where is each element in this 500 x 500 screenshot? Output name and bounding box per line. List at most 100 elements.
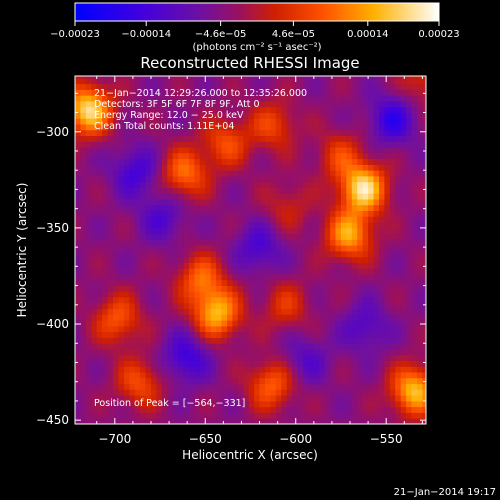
heatmap-cell xyxy=(313,233,320,240)
heatmap-cell xyxy=(123,343,130,350)
heatmap-cell xyxy=(259,181,266,188)
heatmap-cell xyxy=(389,210,396,217)
heatmap-cell xyxy=(297,354,304,361)
heatmap-cell xyxy=(161,124,168,131)
heatmap-cell xyxy=(194,343,201,350)
heatmap-cell xyxy=(341,170,347,177)
heatmap-cell xyxy=(319,383,326,390)
heatmap-cell xyxy=(335,256,342,263)
heatmap-cell xyxy=(156,233,163,240)
heatmap-cell xyxy=(96,268,103,275)
heatmap-cell xyxy=(319,199,326,206)
heatmap-cell xyxy=(313,95,320,102)
heatmap-cell xyxy=(335,245,342,252)
heatmap-cell xyxy=(227,233,233,240)
heatmap-cell xyxy=(123,412,130,419)
heatmap-cell xyxy=(167,320,174,327)
heatmap-cell xyxy=(183,256,190,263)
heatmap-cell xyxy=(85,83,92,90)
heatmap-cell xyxy=(140,251,146,258)
heatmap-cell xyxy=(91,147,98,154)
heatmap-cell xyxy=(368,377,374,385)
heatmap-cell xyxy=(210,118,217,125)
heatmap-cell xyxy=(237,251,244,258)
heatmap-cell xyxy=(324,210,331,217)
heatmap-cell xyxy=(123,129,130,136)
heatmap-cell xyxy=(216,395,222,402)
colorbar-tick-label: 4.6e−05 xyxy=(272,29,315,40)
heatmap-cell xyxy=(232,193,239,200)
heatmap-cell xyxy=(395,245,401,252)
heatmap-cell xyxy=(411,135,418,142)
heatmap-cell xyxy=(183,354,190,361)
heatmap-cell xyxy=(362,216,369,223)
heatmap-cell xyxy=(395,164,401,171)
heatmap-cell xyxy=(335,141,342,148)
heatmap-cell xyxy=(96,274,103,281)
heatmap-cell xyxy=(357,308,363,315)
heatmap-cell xyxy=(151,193,157,200)
heatmap-cell xyxy=(259,377,266,385)
heatmap-cell xyxy=(221,343,228,350)
heatmap-cell xyxy=(227,199,233,206)
heatmap-cell xyxy=(406,147,412,154)
heatmap-cell xyxy=(406,239,412,246)
heatmap-cell xyxy=(145,331,152,338)
heatmap-cell xyxy=(422,251,426,258)
heatmap-cell xyxy=(389,158,396,165)
heatmap-cell xyxy=(161,349,168,356)
heatmap-cell xyxy=(384,89,391,96)
heatmap-cell xyxy=(248,181,255,188)
heatmap-cell xyxy=(297,181,304,188)
heatmap-cell xyxy=(411,95,418,102)
heatmap-cell xyxy=(292,204,298,211)
heatmap-cell xyxy=(281,135,288,142)
heatmap-cell xyxy=(319,101,326,108)
heatmap-cell xyxy=(286,210,293,217)
heatmap-cell xyxy=(205,377,212,385)
heatmap-cell xyxy=(80,412,87,419)
heatmap-cell xyxy=(368,216,374,223)
heatmap-cell xyxy=(134,187,141,194)
heatmap-cell xyxy=(297,412,304,419)
heatmap-cell xyxy=(357,395,363,402)
heatmap-cell xyxy=(210,395,217,402)
heatmap-cell xyxy=(118,314,125,321)
heatmap-cell xyxy=(140,360,146,367)
heatmap-cell xyxy=(232,245,239,252)
heatmap-cell xyxy=(395,76,401,79)
heatmap-cell xyxy=(151,152,157,160)
heatmap-cell xyxy=(178,262,184,269)
heatmap-cell xyxy=(265,349,271,356)
heatmap-cell xyxy=(379,233,385,240)
heatmap-cell xyxy=(237,302,244,310)
heatmap-cell xyxy=(395,204,401,211)
heatmap-cell xyxy=(265,406,271,413)
heatmap-cell xyxy=(313,291,320,298)
heatmap-cell xyxy=(411,366,418,373)
heatmap-cell xyxy=(161,164,168,171)
heatmap-cell xyxy=(346,135,353,142)
heatmap-cell xyxy=(286,152,293,160)
heatmap-cell xyxy=(308,360,315,367)
heatmap-cell xyxy=(123,83,130,90)
heatmap-cell xyxy=(335,400,342,408)
heatmap-cell xyxy=(341,389,347,396)
heatmap-cell xyxy=(232,199,239,206)
heatmap-cell xyxy=(265,135,271,142)
heatmap-cell xyxy=(308,222,315,229)
heatmap-cell xyxy=(324,124,331,131)
heatmap-cell xyxy=(292,354,298,361)
heatmap-cell xyxy=(113,77,119,85)
heatmap-cell xyxy=(91,291,98,298)
heatmap-cell xyxy=(384,239,391,246)
heatmap-cell xyxy=(237,227,244,235)
heatmap-cell xyxy=(156,164,163,171)
heatmap-cell xyxy=(417,95,423,102)
heatmap-cell xyxy=(324,76,331,79)
heatmap-cell xyxy=(319,274,326,281)
heatmap-cell xyxy=(346,158,353,165)
heatmap-cell xyxy=(308,297,315,304)
heatmap-cell xyxy=(156,349,163,356)
heatmap-cell xyxy=(335,349,342,356)
